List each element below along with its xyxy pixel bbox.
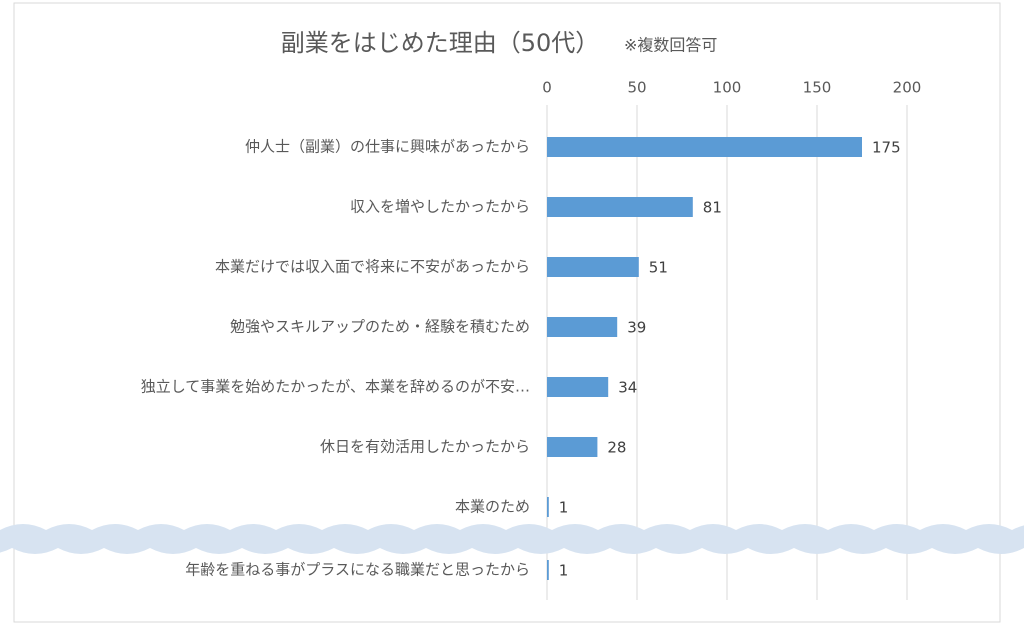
value-label: 51: [649, 259, 668, 277]
category-label: 休日を有効活用したかったから: [320, 438, 530, 456]
bar: [547, 257, 639, 277]
value-label: 39: [627, 319, 646, 337]
bar: [547, 560, 549, 580]
category-label: 勉強やスキルアップのため・経験を積むため: [230, 318, 530, 336]
category-label: 本業のため: [455, 498, 530, 516]
bar: [547, 377, 609, 397]
category-label: 本業だけでは収入面で将来に不安があったから: [215, 258, 530, 276]
axis-break: [0, 524, 1024, 554]
category-label: 年齢を重ねる事がプラスになる職業だと思ったから: [185, 561, 530, 579]
value-label: 34: [618, 379, 637, 397]
value-label: 1: [559, 499, 569, 517]
chart-frame: [13, 2, 1001, 623]
x-tick-label: 50: [627, 79, 646, 97]
category-label: 収入を増やしたかったから: [350, 198, 530, 216]
value-label: 175: [872, 139, 901, 157]
x-tick-label: 200: [893, 79, 922, 97]
value-label: 1: [559, 562, 569, 580]
bar: [547, 437, 598, 457]
chart-subtitle: ※複数回答可: [624, 36, 717, 55]
value-label: 28: [607, 439, 626, 457]
x-tick-label: 100: [713, 79, 742, 97]
bar: [547, 197, 693, 217]
category-label: 独立して事業を始めたかったが、本業を辞めるのが不安…: [141, 378, 530, 396]
bar: [547, 317, 618, 337]
x-tick-label: 0: [542, 79, 552, 97]
bar: [547, 497, 549, 517]
bar: [547, 137, 862, 157]
x-tick-label: 150: [803, 79, 832, 97]
category-label: 仲人士（副業）の仕事に興味があったから: [245, 138, 530, 156]
chart-title: 副業をはじめた理由（50代）: [281, 29, 600, 57]
value-label: 81: [703, 199, 722, 217]
